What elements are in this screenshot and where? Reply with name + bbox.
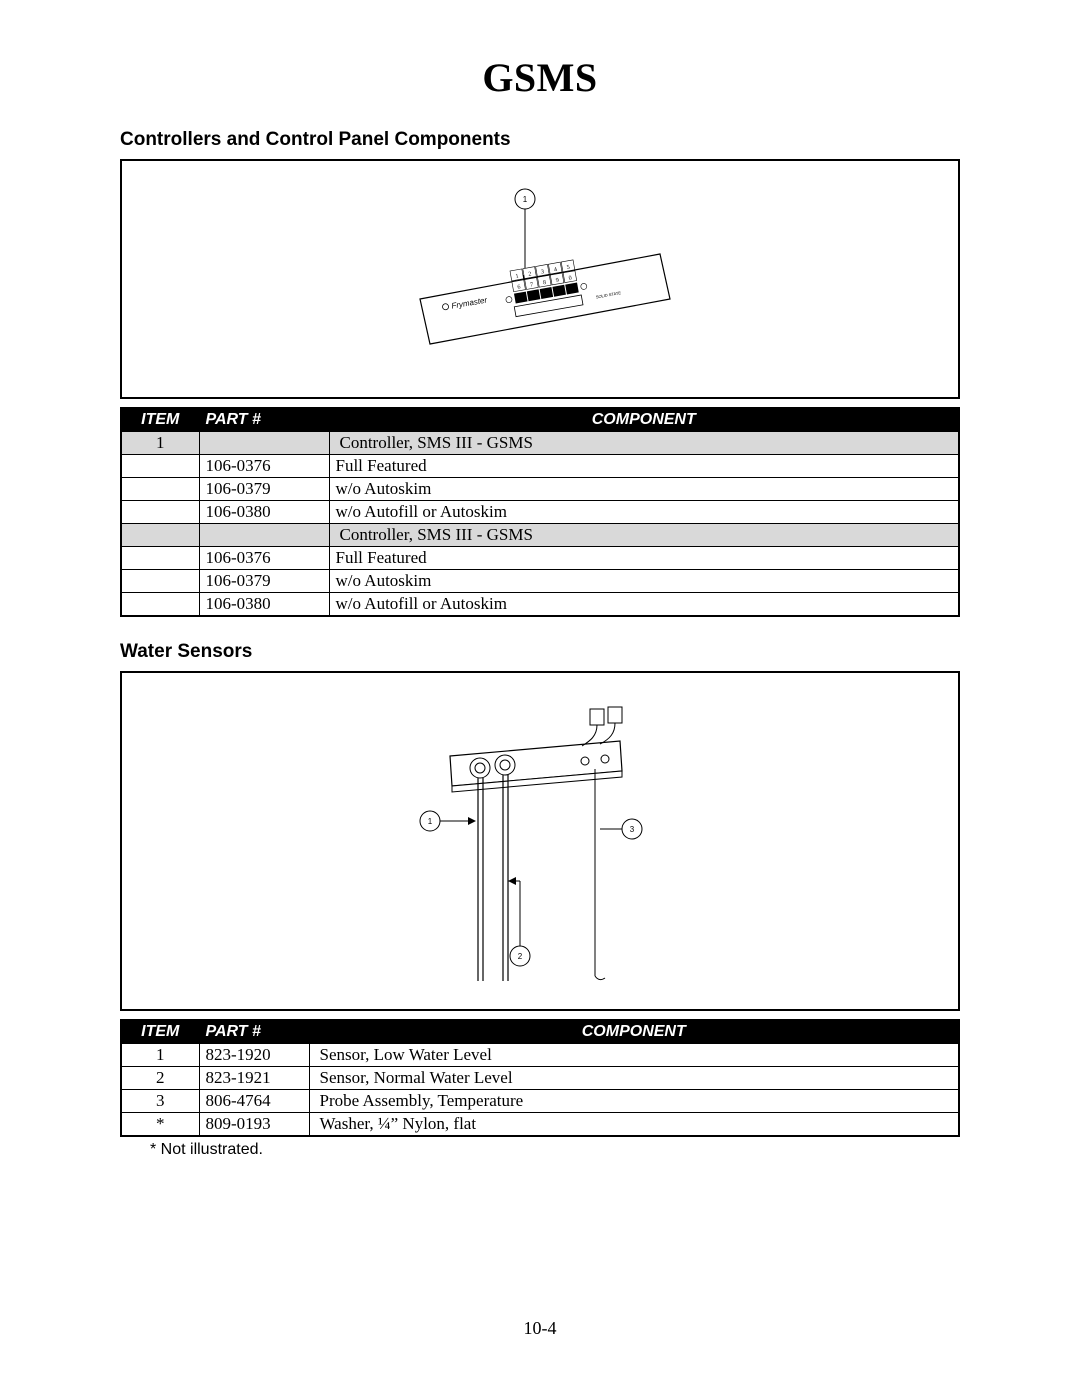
cell-item — [121, 570, 199, 593]
cell-component: Probe Assembly, Temperature — [309, 1090, 959, 1113]
table-row: 106-0379w/o Autoskim — [121, 478, 959, 501]
cell-part: 806-4764 — [199, 1090, 309, 1113]
cell-component: Full Featured — [329, 455, 959, 478]
cell-component: Sensor, Low Water Level — [309, 1044, 959, 1067]
callout-1: 1 — [523, 195, 528, 204]
cell-part: 106-0376 — [199, 547, 329, 570]
page-title: GSMS — [120, 54, 960, 101]
cell-item — [121, 524, 199, 547]
cell-part — [199, 432, 329, 455]
cell-item: 3 — [121, 1090, 199, 1113]
table-row: 106-0380w/o Autofill or Autoskim — [121, 593, 959, 617]
table-row: *809-0193Washer, ¼” Nylon, flat — [121, 1113, 959, 1137]
cell-item: 1 — [121, 1044, 199, 1067]
callout-3: 3 — [630, 825, 635, 834]
th2-part: PART # — [199, 1020, 309, 1044]
callout-2: 2 — [518, 952, 523, 961]
cell-item — [121, 501, 199, 524]
cell-component: w/o Autofill or Autoskim — [329, 501, 959, 524]
th2-item: ITEM — [121, 1020, 199, 1044]
th2-component: COMPONENT — [309, 1020, 959, 1044]
cell-item — [121, 478, 199, 501]
cell-component: Washer, ¼” Nylon, flat — [309, 1113, 959, 1137]
cell-part: 106-0380 — [199, 593, 329, 617]
parts-table-2: ITEM PART # COMPONENT 1823-1920Sensor, L… — [120, 1019, 960, 1137]
table-row: 106-0379w/o Autoskim — [121, 570, 959, 593]
cell-part: 106-0376 — [199, 455, 329, 478]
table-row: 106-0376Full Featured — [121, 455, 959, 478]
page-number: 10-4 — [0, 1318, 1080, 1339]
cell-part — [199, 524, 329, 547]
cell-part: 823-1921 — [199, 1067, 309, 1090]
table-row: 2823-1921Sensor, Normal Water Level — [121, 1067, 959, 1090]
cell-component: w/o Autoskim — [329, 570, 959, 593]
cell-component: w/o Autofill or Autoskim — [329, 593, 959, 617]
cell-item: * — [121, 1113, 199, 1137]
th-item: ITEM — [121, 408, 199, 432]
cell-part: 106-0379 — [199, 478, 329, 501]
cell-item — [121, 547, 199, 570]
footnote: * Not illustrated. — [120, 1141, 960, 1159]
cell-component: Sensor, Normal Water Level — [309, 1067, 959, 1090]
cell-part: 823-1920 — [199, 1044, 309, 1067]
cell-part: 809-0193 — [199, 1113, 309, 1137]
cell-component: Controller, SMS III - GSMS — [329, 524, 959, 547]
water-sensor-diagram: 1 3 2 — [360, 681, 720, 1001]
table-row: 3806-4764Probe Assembly, Temperature — [121, 1090, 959, 1113]
table-row: 106-0380w/o Autofill or Autoskim — [121, 501, 959, 524]
parts-table-1: ITEM PART # COMPONENT 1 Controller, SMS I… — [120, 407, 960, 617]
table-row: Controller, SMS III - GSMS — [121, 524, 959, 547]
table-row: 1823-1920Sensor, Low Water Level — [121, 1044, 959, 1067]
figure-2-box: 1 3 2 — [120, 671, 960, 1011]
th-part: PART # — [199, 408, 329, 432]
cell-item: 2 — [121, 1067, 199, 1090]
callout-1b: 1 — [428, 817, 433, 826]
cell-part: 106-0379 — [199, 570, 329, 593]
table-row: 1 Controller, SMS III - GSMS — [121, 432, 959, 455]
cell-item — [121, 593, 199, 617]
section-2-heading: Water Sensors — [120, 641, 960, 663]
cell-part: 106-0380 — [199, 501, 329, 524]
cell-component: w/o Autoskim — [329, 478, 959, 501]
section-1-heading: Controllers and Control Panel Components — [120, 129, 960, 151]
table-row: 106-0376Full Featured — [121, 547, 959, 570]
controller-diagram: 1 Frymaster 1 2 3 — [330, 179, 750, 379]
figure-1-box: 1 Frymaster 1 2 3 — [120, 159, 960, 399]
th-component: COMPONENT — [329, 408, 959, 432]
cell-item: 1 — [121, 432, 199, 455]
cell-component: Controller, SMS III - GSMS — [329, 432, 959, 455]
cell-item — [121, 455, 199, 478]
cell-component: Full Featured — [329, 547, 959, 570]
